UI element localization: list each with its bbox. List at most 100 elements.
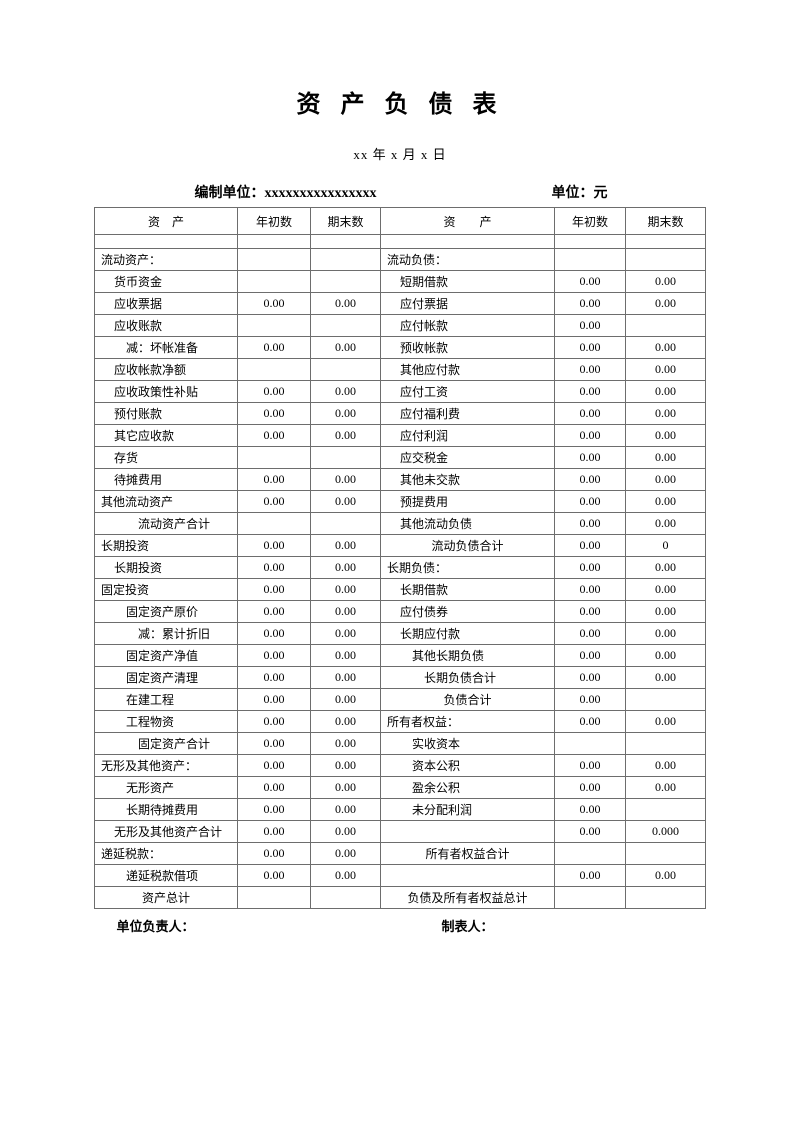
asset-end-value: 0.00	[310, 622, 381, 645]
asset-begin-value	[237, 512, 311, 535]
liability-end-value: 0.00	[625, 776, 706, 799]
liability-label: 流动负债合计	[380, 534, 555, 557]
asset-label: 减：坏帐准备	[94, 336, 238, 359]
liability-begin-value: 0.00	[554, 270, 626, 293]
asset-label: 递延税款：	[94, 842, 238, 865]
liability-begin-value: 0.00	[554, 666, 626, 689]
table-row: 递延税款借项 0.00 0.00 0.00 0.00	[94, 864, 706, 887]
table-row: 固定资产清理 0.00 0.00 长期负债合计 0.00 0.00	[94, 666, 706, 689]
asset-end-value	[310, 886, 381, 909]
preparer-label: 制表人：	[441, 919, 494, 934]
table-row: 长期待摊费用 0.00 0.00 未分配利润 0.00	[94, 798, 706, 821]
liability-end-value	[625, 688, 706, 711]
liability-begin-value	[554, 248, 626, 271]
liability-end-value	[625, 798, 706, 821]
asset-end-value: 0.00	[310, 556, 381, 579]
table-row: 货币资金 短期借款 0.00 0.00	[94, 270, 706, 293]
liability-begin-value: 0.00	[554, 358, 626, 381]
table-row: 资产总计 负债及所有者权益总计	[94, 886, 706, 909]
asset-end-value	[310, 446, 381, 469]
asset-begin-value: 0.00	[237, 842, 311, 865]
asset-label: 减：累计折旧	[94, 622, 238, 645]
liability-label: 未分配利润	[380, 798, 555, 821]
asset-label: 待摊费用	[94, 468, 238, 491]
table-row: 待摊费用 0.00 0.00 其他未交款 0.00 0.00	[94, 468, 706, 491]
asset-begin-value: 0.00	[237, 776, 311, 799]
asset-begin-value: 0.00	[237, 336, 311, 359]
asset-begin-value	[237, 270, 311, 293]
asset-label: 工程物资	[94, 710, 238, 733]
liability-label: 长期负债合计	[380, 666, 555, 689]
liability-begin-value: 0.00	[554, 864, 626, 887]
liability-begin-value	[554, 886, 626, 909]
liability-label: 负债合计	[380, 688, 555, 711]
liability-end-value: 0.00	[625, 402, 706, 425]
liability-label: 负债及所有者权益总计	[380, 886, 555, 909]
asset-label: 固定资产合计	[94, 732, 238, 755]
asset-label: 固定资产原价	[94, 600, 238, 623]
liability-end-value: 0.00	[625, 512, 706, 535]
asset-label: 无形及其他资产合计	[94, 820, 238, 843]
liability-label: 其他未交款	[380, 468, 555, 491]
asset-label: 应收帐款净额	[94, 358, 238, 381]
asset-end-value: 0.00	[310, 776, 381, 799]
table-header: 资 产 年初数 期末数 资 产 年初数 期末数	[94, 207, 706, 235]
unit-label: 单位：	[551, 186, 594, 201]
asset-end-value: 0.00	[310, 864, 381, 887]
asset-label: 递延税款借项	[94, 864, 238, 887]
asset-begin-value: 0.00	[237, 468, 311, 491]
asset-label: 其他流动资产	[94, 490, 238, 513]
empty-row	[94, 234, 706, 249]
liability-end-value: 0.00	[625, 336, 706, 359]
liability-begin-value: 0.00	[554, 534, 626, 557]
liability-label: 其他长期负债	[380, 644, 555, 667]
header-asset-end: 期末数	[310, 207, 381, 235]
table-row: 固定资产原价 0.00 0.00 应付债券 0.00 0.00	[94, 600, 706, 623]
liability-begin-value: 0.00	[554, 402, 626, 425]
liability-end-value	[625, 886, 706, 909]
liability-end-value: 0.000	[625, 820, 706, 843]
table-row: 无形及其他资产： 0.00 0.00 资本公积 0.00 0.00	[94, 754, 706, 777]
asset-begin-value	[237, 886, 311, 909]
liability-end-value: 0.00	[625, 578, 706, 601]
asset-end-value: 0.00	[310, 336, 381, 359]
asset-end-value: 0.00	[310, 644, 381, 667]
asset-end-value	[310, 358, 381, 381]
table-row: 应收帐款净额 其他应付款 0.00 0.00	[94, 358, 706, 381]
liability-label: 其他应付款	[380, 358, 555, 381]
asset-label: 流动资产合计	[94, 512, 238, 535]
liability-end-value: 0.00	[625, 490, 706, 513]
asset-label: 无形资产	[94, 776, 238, 799]
table-row: 存货 应交税金 0.00 0.00	[94, 446, 706, 469]
asset-end-value	[310, 512, 381, 535]
asset-begin-value: 0.00	[237, 666, 311, 689]
asset-label: 应收政策性补贴	[94, 380, 238, 403]
asset-end-value: 0.00	[310, 402, 381, 425]
asset-end-value	[310, 270, 381, 293]
asset-begin-value: 0.00	[237, 380, 311, 403]
liability-label: 应付利润	[380, 424, 555, 447]
asset-begin-value: 0.00	[237, 556, 311, 579]
liability-end-value	[625, 732, 706, 755]
asset-end-value: 0.00	[310, 490, 381, 513]
liability-label: 所有者权益：	[380, 710, 555, 733]
asset-label: 无形及其他资产：	[94, 754, 238, 777]
liability-begin-value: 0.00	[554, 380, 626, 403]
table-row: 固定资产合计 0.00 0.00 实收资本	[94, 732, 706, 755]
liability-begin-value: 0.00	[554, 688, 626, 711]
liability-label	[380, 864, 555, 887]
header-row: 资 产 年初数 期末数 资 产 年初数 期末数	[94, 207, 706, 235]
liability-label: 预提费用	[380, 490, 555, 513]
asset-end-value: 0.00	[310, 468, 381, 491]
header-liability-end: 期末数	[625, 207, 706, 235]
table-row: 在建工程 0.00 0.00 负债合计 0.00	[94, 688, 706, 711]
liability-label: 资本公积	[380, 754, 555, 777]
asset-begin-value: 0.00	[237, 688, 311, 711]
asset-begin-value: 0.00	[237, 864, 311, 887]
liability-begin-value: 0.00	[554, 424, 626, 447]
asset-label: 资产总计	[94, 886, 238, 909]
table-row: 流动资产合计 其他流动负债 0.00 0.00	[94, 512, 706, 535]
table-row: 固定投资 0.00 0.00 长期借款 0.00 0.00	[94, 578, 706, 601]
page-title: 资 产 负 债 表	[296, 92, 504, 118]
asset-label: 预付账款	[94, 402, 238, 425]
